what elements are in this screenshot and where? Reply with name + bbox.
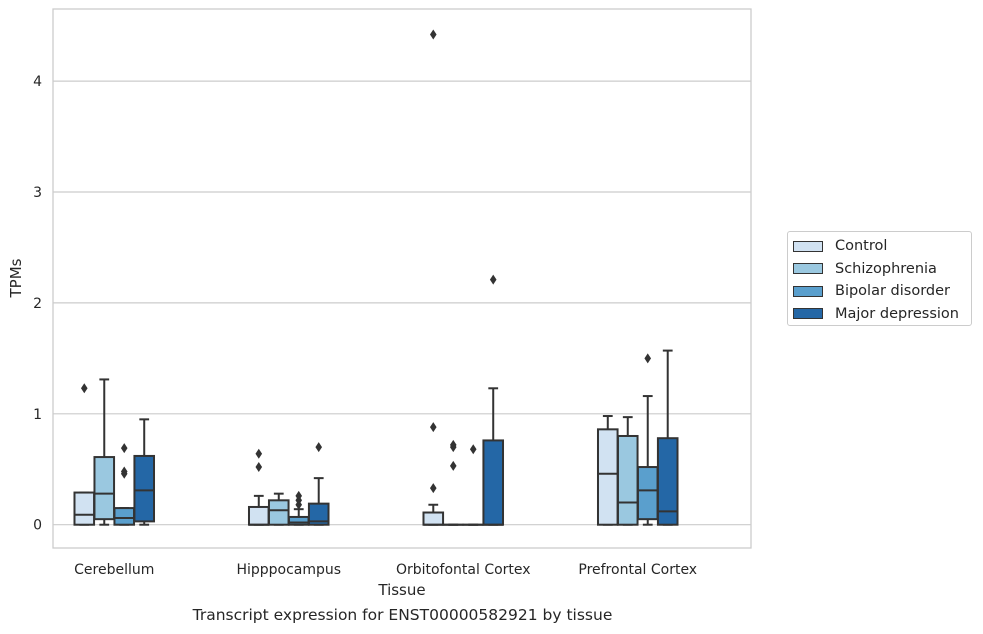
box-iqr: [656, 437, 679, 526]
box-major-depression: [482, 274, 505, 526]
legend-swatch: [793, 240, 823, 252]
outlier-point: [120, 466, 128, 477]
x-tick-label: Orbitofontal Cortex: [396, 562, 531, 578]
box-bipolar-disorder: [287, 490, 310, 526]
outlier-point: [449, 460, 457, 471]
outlier-point: [80, 383, 88, 394]
outlier-point: [489, 274, 497, 285]
y-tick-label: 3: [33, 185, 42, 201]
box-iqr: [422, 511, 445, 526]
box-iqr: [596, 428, 619, 526]
box-bipolar-disorder: [113, 443, 136, 526]
outlier-point: [315, 442, 323, 453]
legend-item: Bipolar disorder: [793, 280, 971, 303]
legend-label: Bipolar disorder: [835, 283, 950, 300]
box-schizophrenia: [616, 416, 639, 526]
x-axis-label: Tissue: [377, 581, 425, 599]
y-tick-label: 2: [33, 296, 42, 312]
legend-item: Major depression: [793, 303, 971, 326]
box-control: [596, 415, 619, 526]
box-control: [422, 29, 445, 526]
box-iqr: [482, 439, 505, 526]
y-tick-labels: 0 1 2 3 4: [33, 74, 42, 534]
outlier-point: [449, 439, 457, 450]
boxes: [73, 29, 679, 526]
x-tick-label: Cerebellum: [74, 562, 154, 578]
box-iqr: [93, 456, 116, 521]
gridlines: [53, 80, 751, 526]
x-tick-label: Prefrontal Cortex: [578, 562, 697, 578]
legend-swatch: [793, 263, 823, 275]
outlier-point: [255, 448, 263, 459]
legend-swatch: [793, 285, 823, 297]
outlier-point: [255, 462, 263, 473]
box-bipolar-disorder: [462, 444, 485, 526]
outlier-point: [469, 444, 477, 455]
legend-label: Major depression: [835, 305, 959, 322]
y-tick-label: 0: [33, 518, 42, 534]
box-iqr: [133, 454, 156, 523]
legend: Control Schizophrenia Bipolar disorder Majo…: [787, 231, 972, 326]
outlier-point: [429, 422, 437, 433]
chart-caption: Transcript expression for ENST0000058292…: [192, 606, 613, 624]
x-tick-labels: Cerebellum Hipppocampus Orbitofontal Corte…: [74, 562, 697, 578]
plot-area-frame: [52, 8, 752, 549]
y-tick-label: 1: [33, 407, 42, 423]
y-axis-label: TPMs: [7, 258, 25, 298]
legend-item: Control: [793, 235, 971, 258]
box-major-depression: [133, 418, 156, 526]
outlier-point: [644, 353, 652, 364]
outlier-point: [429, 29, 437, 40]
outlier-point: [295, 490, 303, 501]
legend-item: Schizophrenia: [793, 258, 971, 281]
box-schizophrenia: [267, 492, 290, 526]
box-iqr: [247, 505, 270, 526]
box-iqr: [267, 499, 290, 526]
box-iqr: [73, 491, 96, 526]
outlier-point: [120, 443, 128, 454]
box-iqr: [616, 434, 639, 526]
box-control: [73, 383, 96, 526]
box-iqr: [636, 466, 659, 521]
legend-swatch: [793, 308, 823, 320]
box-control: [247, 448, 270, 526]
legend-label: Schizophrenia: [835, 260, 937, 277]
x-tick-label: Hipppocampus: [236, 562, 341, 578]
box-major-depression: [656, 349, 679, 526]
y-tick-label: 4: [33, 74, 42, 90]
box-iqr: [307, 502, 330, 526]
box-schizophrenia: [442, 439, 465, 526]
outlier-point: [429, 483, 437, 494]
box-iqr: [287, 515, 310, 526]
box-major-depression: [307, 442, 330, 526]
legend-label: Control: [835, 238, 888, 255]
box-schizophrenia: [93, 378, 116, 526]
box-bipolar-disorder: [636, 353, 659, 526]
box-iqr: [113, 507, 136, 526]
